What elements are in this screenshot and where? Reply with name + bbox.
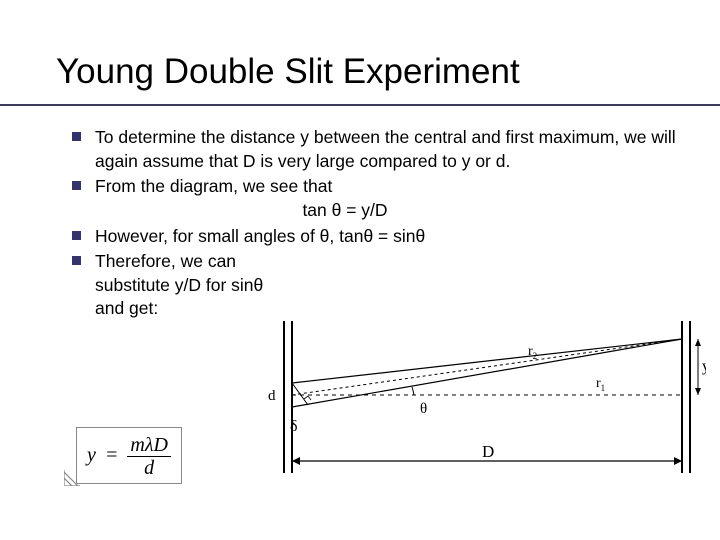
bullet-list: To determine the distance y between the …	[72, 126, 692, 323]
bullet-text-4: Therefore, we can substitute y/D for sin…	[95, 250, 265, 321]
formula-den: d	[127, 457, 171, 479]
bullet-icon	[72, 132, 81, 141]
r1-label: r1	[596, 376, 605, 393]
delta-label: δ	[290, 418, 298, 435]
bullet-2-eq: tan θ = y/D	[95, 199, 595, 223]
bullet-2-lead: From the diagram, we see that	[95, 176, 332, 196]
bullet-icon	[72, 256, 81, 265]
formula-eq: =	[101, 444, 123, 466]
page-title: Young Double Slit Experiment	[56, 52, 520, 92]
bullet-text-3: However, for small angles of θ, tanθ = s…	[95, 225, 425, 249]
bullet-icon	[72, 181, 81, 190]
bullet-text-2: From the diagram, we see that tan θ = y/…	[95, 175, 595, 222]
D-label: D	[482, 442, 494, 461]
formula-num: mλD	[127, 434, 171, 457]
d-label: d	[268, 388, 276, 404]
title-underline	[0, 104, 720, 106]
theta-label: θ	[420, 401, 427, 417]
r2-label: r2	[528, 344, 537, 361]
formula: y = mλD d	[76, 427, 182, 484]
bullet-icon	[72, 231, 81, 240]
corner-icon	[64, 470, 80, 486]
formula-lhs: y	[87, 444, 96, 466]
bullet-text-1: To determine the distance y between the …	[95, 126, 692, 173]
double-slit-diagram: d δ θ D y r2 r1	[264, 313, 706, 483]
y-label: y	[702, 358, 706, 375]
